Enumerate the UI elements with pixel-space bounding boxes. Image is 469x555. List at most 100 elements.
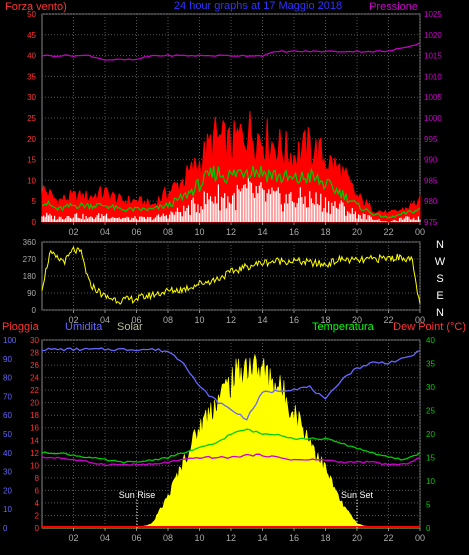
wind-y-tick-20: 20 bbox=[27, 135, 36, 144]
pressure-y-tick-1025: 1025 bbox=[424, 10, 442, 19]
direction-y-tick-0: 0 bbox=[32, 306, 37, 315]
temperature-line bbox=[41, 428, 421, 464]
pressure-y-tick-980: 980 bbox=[424, 197, 438, 206]
pressure-y-tick-1020: 1020 bbox=[424, 31, 442, 40]
temp-y-tick-15: 15 bbox=[426, 454, 435, 463]
humidity-y-tick-50: 50 bbox=[3, 430, 12, 439]
climate-panel: 0246810121416182022242628300102030405060… bbox=[2, 321, 466, 543]
humidity-y-tick-80: 80 bbox=[3, 374, 12, 383]
humidity-y-tick-10: 10 bbox=[3, 505, 12, 514]
chart-title: 24 hour graphs at 17 Maggio 2018 bbox=[174, 0, 342, 12]
direction-x-tick-20: 20 bbox=[352, 315, 362, 325]
wind-series bbox=[41, 42, 421, 223]
wind-x-tick-12: 12 bbox=[226, 227, 236, 237]
climate-x-tick-20: 20 bbox=[352, 533, 362, 543]
direction-x-tick-08: 08 bbox=[163, 315, 173, 325]
temp-y-tick-35: 35 bbox=[426, 360, 435, 369]
rain-y-tick-30: 30 bbox=[30, 336, 39, 345]
wind-x-tick-18: 18 bbox=[320, 227, 330, 237]
rain-y-tick-24: 24 bbox=[30, 374, 39, 383]
rain-y-tick-8: 8 bbox=[35, 474, 40, 483]
direction-x-tick-14: 14 bbox=[257, 315, 267, 325]
pressure-y-tick-1005: 1005 bbox=[424, 93, 442, 102]
sunrise-annotation: Sun Rise bbox=[119, 490, 156, 500]
wind-avg-line bbox=[41, 165, 421, 219]
humidity-y-tick-30: 30 bbox=[3, 468, 12, 477]
wind-axis-label: Forza vento) bbox=[5, 1, 67, 13]
temp-y-tick-0: 0 bbox=[426, 524, 431, 533]
climate-tick-labels: 0246810121416182022242628300102030405060… bbox=[3, 336, 435, 543]
climate-x-tick-04: 04 bbox=[100, 533, 110, 543]
climate-series bbox=[41, 347, 421, 529]
humidity-y-tick-90: 90 bbox=[3, 355, 12, 364]
wind-x-tick-02: 02 bbox=[68, 227, 78, 237]
wind-x-tick-16: 16 bbox=[289, 227, 299, 237]
dewpoint-line bbox=[41, 453, 421, 467]
rain-y-tick-18: 18 bbox=[30, 411, 39, 420]
direction-y-tick-180: 180 bbox=[23, 272, 37, 281]
wind-x-tick-22: 22 bbox=[383, 227, 393, 237]
rain-y-tick-28: 28 bbox=[30, 349, 39, 358]
wind-y-tick-0: 0 bbox=[32, 218, 37, 227]
rain-label: Pioggia bbox=[2, 321, 40, 333]
direction-y-tick-360: 360 bbox=[23, 238, 37, 247]
wind-tick-labels: 0510152025303540455097598098599099510001… bbox=[27, 10, 442, 237]
humidity-y-tick-40: 40 bbox=[3, 449, 12, 458]
pressure-line bbox=[41, 42, 421, 61]
compass-label-0: N bbox=[436, 239, 444, 251]
humidity-y-tick-20: 20 bbox=[3, 486, 12, 495]
compass-label-2: S bbox=[436, 273, 443, 285]
temp-y-tick-25: 25 bbox=[426, 407, 435, 416]
solar-label: Solar bbox=[117, 321, 143, 333]
climate-x-tick-16: 16 bbox=[289, 533, 299, 543]
humidity-line bbox=[42, 347, 421, 421]
wind-max-area bbox=[41, 111, 421, 223]
wind-pressure-panel: 0510152025303540455097598098599099510001… bbox=[5, 0, 442, 237]
climate-x-tick-14: 14 bbox=[257, 533, 267, 543]
pressure-y-tick-975: 975 bbox=[424, 218, 438, 227]
direction-x-tick-12: 12 bbox=[226, 315, 236, 325]
rain-y-tick-22: 22 bbox=[30, 386, 39, 395]
climate-x-tick-18: 18 bbox=[320, 533, 330, 543]
wind-y-tick-15: 15 bbox=[27, 156, 36, 165]
pressure-axis-label: Pressione bbox=[369, 1, 418, 13]
climate-x-tick-06: 06 bbox=[131, 533, 141, 543]
climate-x-tick-00: 00 bbox=[415, 533, 425, 543]
direction-x-tick-02: 02 bbox=[68, 315, 78, 325]
rain-y-tick-14: 14 bbox=[30, 436, 39, 445]
rain-y-tick-4: 4 bbox=[35, 499, 40, 508]
humidity-y-tick-60: 60 bbox=[3, 411, 12, 420]
direction-y-tick-270: 270 bbox=[23, 255, 37, 264]
rain-y-tick-10: 10 bbox=[30, 461, 39, 470]
wind-y-tick-5: 5 bbox=[32, 197, 37, 206]
direction-x-tick-10: 10 bbox=[194, 315, 204, 325]
temp-y-tick-30: 30 bbox=[426, 383, 435, 392]
temp-y-tick-20: 20 bbox=[426, 430, 435, 439]
wind-x-tick-10: 10 bbox=[194, 227, 204, 237]
direction-tick-labels: 0 90 180 270 360 02 04 06 08 10 12 14 16 18 20 22 00 bbox=[23, 238, 425, 325]
temp-y-tick-40: 40 bbox=[426, 336, 435, 345]
rain-y-tick-12: 12 bbox=[30, 449, 39, 458]
compass-label-3: E bbox=[436, 290, 443, 302]
humidity-y-tick-0: 0 bbox=[3, 524, 8, 533]
rain-y-tick-6: 6 bbox=[35, 486, 40, 495]
direction-line bbox=[41, 245, 421, 305]
wind-x-tick-14: 14 bbox=[257, 227, 267, 237]
dewpoint-label: Dew Point (°C) bbox=[393, 321, 466, 333]
pressure-y-tick-985: 985 bbox=[424, 176, 438, 185]
climate-x-tick-10: 10 bbox=[194, 533, 204, 543]
wind-x-tick-06: 06 bbox=[131, 227, 141, 237]
rain-y-tick-2: 2 bbox=[35, 511, 40, 520]
climate-x-tick-08: 08 bbox=[163, 533, 173, 543]
rain-y-tick-26: 26 bbox=[30, 361, 39, 370]
direction-grid bbox=[42, 241, 421, 313]
direction-x-tick-16: 16 bbox=[289, 315, 299, 325]
humidity-y-tick-100: 100 bbox=[3, 336, 17, 345]
direction-x-tick-18: 18 bbox=[320, 315, 330, 325]
wind-x-tick-20: 20 bbox=[352, 227, 362, 237]
wind-y-tick-40: 40 bbox=[27, 52, 36, 61]
temp-y-tick-10: 10 bbox=[426, 477, 435, 486]
